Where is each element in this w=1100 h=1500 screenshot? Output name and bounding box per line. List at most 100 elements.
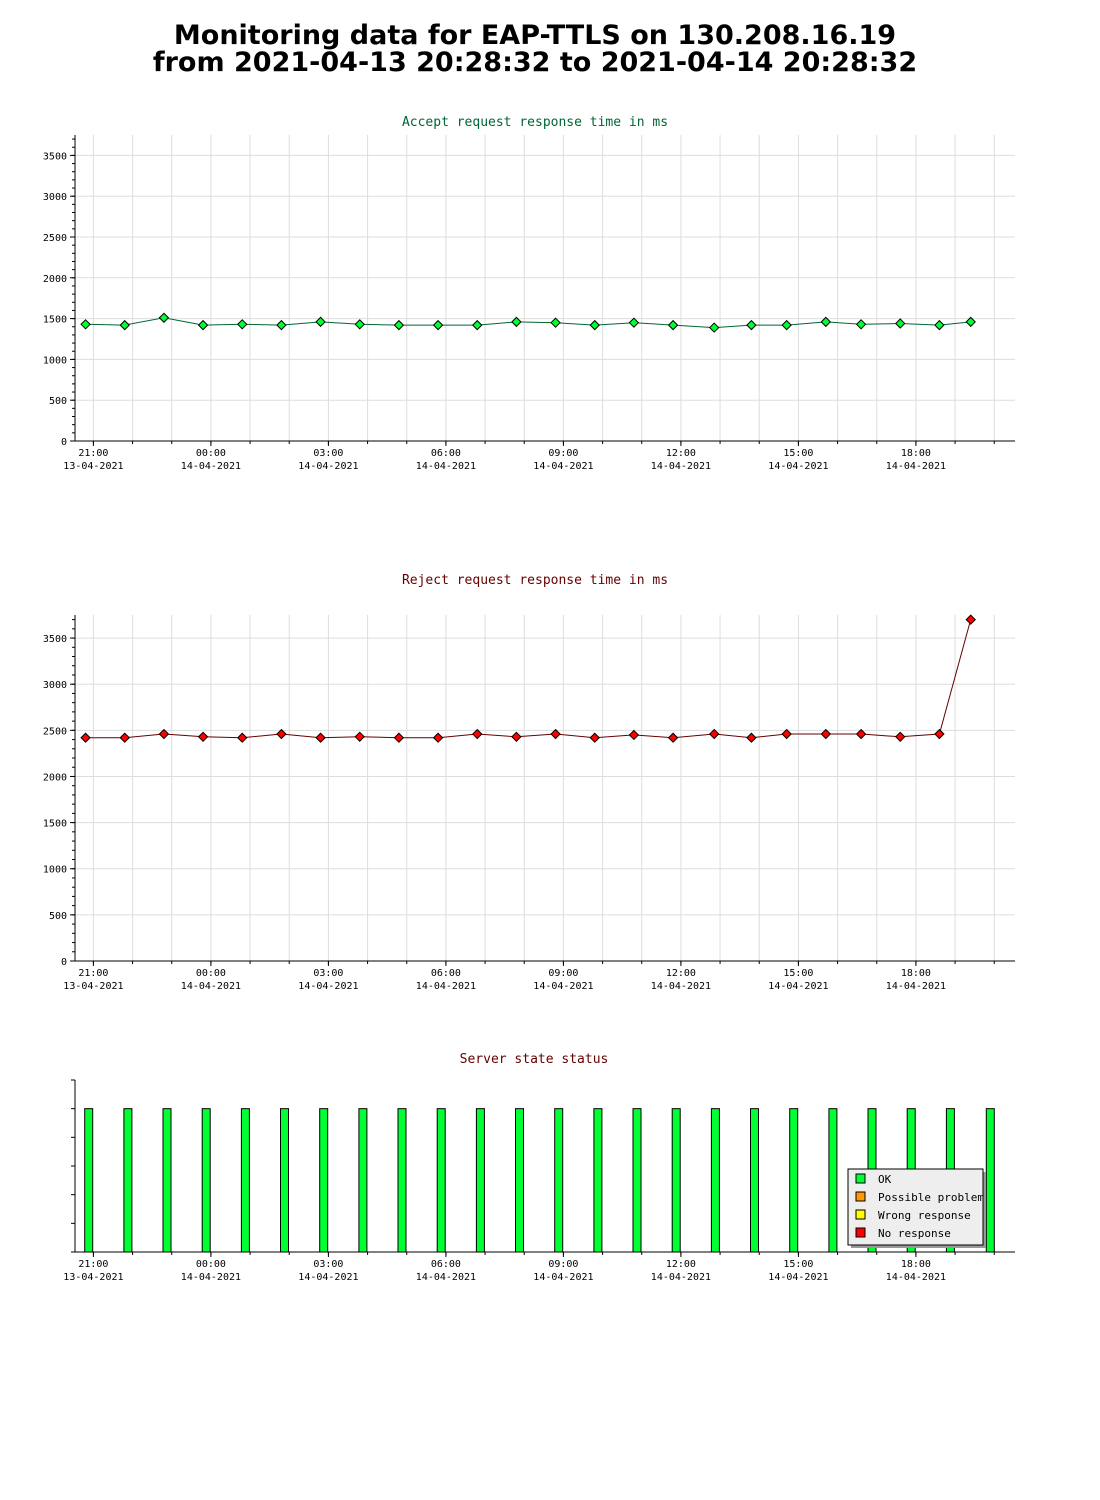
- x-tick-label-time: 09:00: [548, 968, 578, 979]
- data-point: [197, 731, 209, 742]
- data-point: [276, 728, 287, 740]
- status-bar: [671, 1108, 681, 1253]
- reject-chart-title: Reject request response time in ms: [402, 573, 668, 588]
- x-tick-label-date: 14-04-2021: [298, 981, 358, 992]
- series-line: [85, 619, 972, 739]
- legend-box: [847, 1168, 984, 1246]
- data-point: [276, 319, 287, 331]
- data-point: [855, 728, 867, 740]
- data-point: [472, 319, 483, 331]
- x-tick-label-date: 14-04-2021: [886, 1272, 946, 1283]
- status-bar: [985, 1108, 995, 1253]
- status-chart-axes: 21:00 13-04-2021 00:00 14-04-2021 03:00 14-04…: [63, 1079, 1015, 1283]
- data-point: [237, 319, 248, 330]
- x-tick-label-date: 14-04-2021: [886, 981, 946, 992]
- data-point: [511, 316, 522, 328]
- data-point: [667, 319, 679, 331]
- x-tick-label-time: 12:00: [666, 968, 696, 979]
- data-point: [628, 317, 640, 328]
- x-tick-label-time: 15:00: [783, 968, 813, 979]
- data-point: [855, 319, 867, 330]
- x-tick-label-date: 14-04-2021: [533, 981, 593, 992]
- x-tick-label-time: 03:00: [313, 1259, 343, 1270]
- y-tick-label: 3500: [43, 151, 67, 162]
- data-point: [119, 319, 130, 331]
- data-point: [820, 728, 832, 740]
- legend-swatch: [855, 1173, 866, 1184]
- y-tick-label: 3500: [43, 634, 67, 645]
- y-tick-label: 500: [49, 911, 67, 922]
- data-point: [393, 319, 405, 331]
- y-tick-label: 1500: [43, 315, 67, 326]
- data-point: [895, 731, 906, 742]
- y-tick-label: 3000: [43, 680, 67, 691]
- status-bar: [554, 1108, 564, 1253]
- status-bar: [240, 1108, 250, 1253]
- x-tick-label-time: 03:00: [313, 968, 343, 979]
- y-tick-label: 1000: [43, 355, 67, 366]
- x-tick-label-date: 14-04-2021: [416, 981, 476, 992]
- data-point: [934, 319, 945, 331]
- data-point: [393, 732, 405, 743]
- x-tick-label-date: 14-04-2021: [886, 461, 946, 472]
- data-point: [589, 732, 600, 743]
- data-point: [820, 316, 832, 328]
- data-point: [119, 732, 130, 743]
- series-line: [85, 317, 971, 329]
- x-tick-label-date: 14-04-2021: [181, 461, 241, 472]
- reject-chart-axes: 0 500 1000 1500 2000 2500 3000 3500 21:00 13-04-2…: [43, 615, 1015, 992]
- data-point: [197, 319, 209, 331]
- x-tick-label-time: 12:00: [666, 1259, 696, 1270]
- x-tick-label-date: 14-04-2021: [651, 981, 711, 992]
- data-point: [432, 732, 444, 743]
- x-tick-label-date: 14-04-2021: [768, 461, 828, 472]
- x-tick-label-time: 21:00: [78, 448, 108, 459]
- status-legend: OK Possible problem Wrong response No respo…: [847, 1168, 986, 1248]
- x-tick-label-date: 14-04-2021: [181, 981, 241, 992]
- x-tick-label-time: 09:00: [548, 1259, 578, 1270]
- page-title-line-2: from 2021-04-13 20:28:32 to 2021-04-14 2…: [152, 47, 918, 78]
- legend-swatch: [855, 1227, 866, 1238]
- data-point: [158, 312, 170, 323]
- x-tick-label-date: 13-04-2021: [63, 1272, 123, 1283]
- data-point: [965, 316, 976, 328]
- data-point: [550, 317, 561, 328]
- status-bar: [358, 1108, 368, 1253]
- status-bar: [789, 1108, 799, 1253]
- x-tick-label-date: 13-04-2021: [63, 981, 123, 992]
- status-bar: [710, 1108, 720, 1253]
- y-tick-label: 0: [61, 437, 67, 448]
- status-bar: [475, 1108, 485, 1253]
- x-tick-label-time: 21:00: [78, 968, 108, 979]
- data-point: [315, 732, 326, 743]
- x-tick-label-date: 14-04-2021: [298, 1272, 358, 1283]
- status-bar: [436, 1108, 446, 1253]
- status-chart-title: Server state status: [460, 1052, 609, 1067]
- data-point: [511, 731, 522, 742]
- status-bar: [280, 1108, 289, 1253]
- x-tick-label-time: 15:00: [783, 448, 813, 459]
- data-point: [589, 319, 600, 331]
- status-chart: Server state status 21:00 13-04-2021 00:00…: [63, 1052, 1015, 1283]
- x-tick-label-date: 14-04-2021: [651, 1272, 711, 1283]
- reject-chart-grid: [75, 615, 1015, 961]
- accept-chart-grid: [75, 135, 1015, 441]
- data-point: [746, 732, 757, 743]
- y-tick-label: 2000: [43, 772, 67, 783]
- accept-chart: Accept request response time in ms 0 500 1…: [43, 115, 1015, 472]
- data-point: [80, 732, 91, 743]
- data-point: [354, 731, 365, 742]
- data-point: [80, 319, 91, 330]
- x-tick-label-time: 03:00: [313, 448, 343, 459]
- status-bar: [828, 1108, 838, 1253]
- legend-label: No response: [878, 1227, 951, 1240]
- data-point: [708, 322, 720, 333]
- x-tick-label-date: 14-04-2021: [533, 1272, 593, 1283]
- status-bar: [515, 1108, 524, 1253]
- y-tick-label: 1000: [43, 865, 67, 876]
- x-tick-label-date: 14-04-2021: [768, 1272, 828, 1283]
- page-title: Monitoring data for EAP-TTLS on 130.208.…: [0, 22, 1070, 76]
- data-point: [746, 319, 757, 331]
- legend-label: OK: [878, 1173, 892, 1186]
